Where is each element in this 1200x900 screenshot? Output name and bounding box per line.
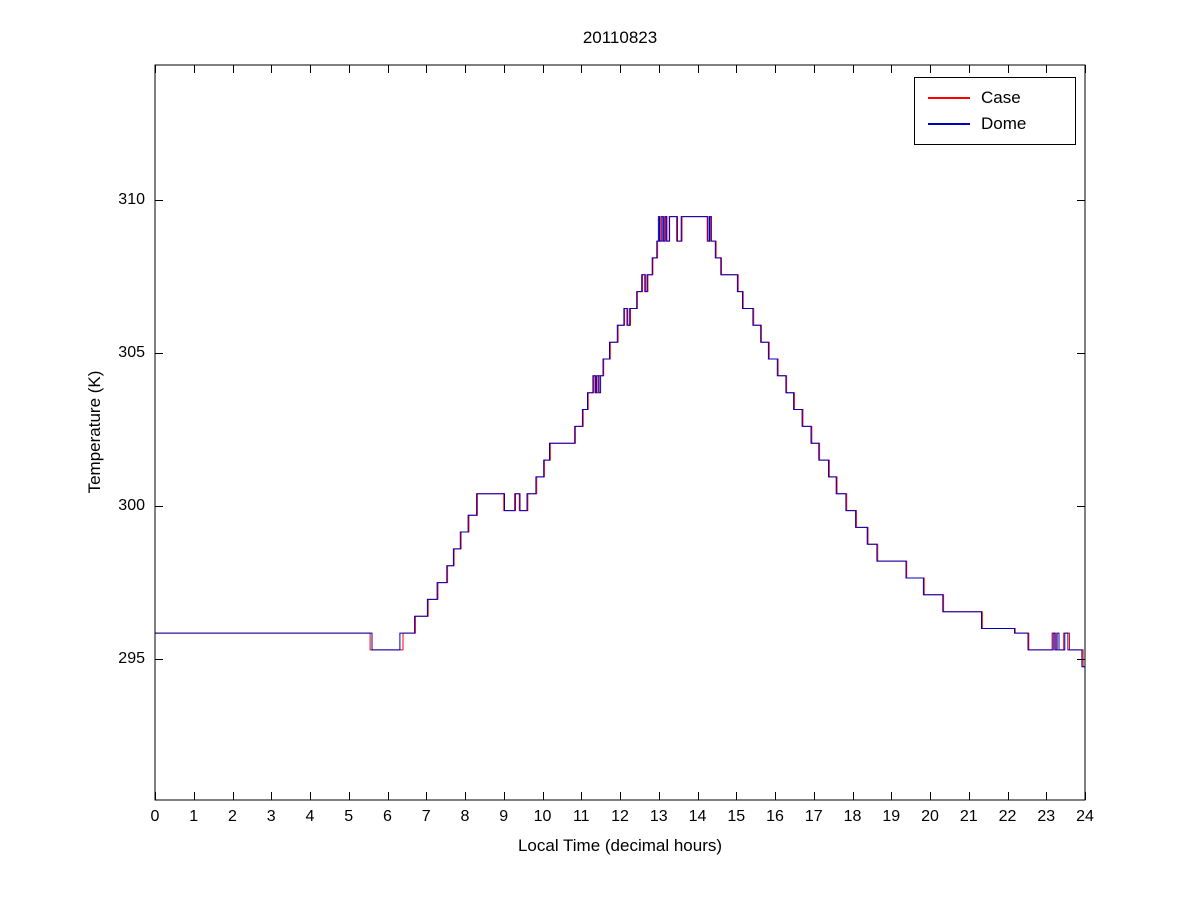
- chart-title: 20110823: [582, 28, 658, 47]
- x-tick-label: 6: [383, 808, 392, 825]
- legend-swatch: [928, 97, 970, 99]
- x-tick-label: 1: [189, 808, 199, 825]
- x-tick-label: 2: [228, 808, 237, 825]
- y-tick-label: 295: [118, 650, 145, 668]
- x-tick-label: 24: [1076, 808, 1094, 825]
- legend-entry-case: Case: [915, 85, 1075, 111]
- x-tick-label: 13: [649, 808, 668, 825]
- legend-label-case: Case: [981, 88, 1021, 107]
- legend-box: Case Dome: [914, 77, 1076, 145]
- legend-swatch: [928, 123, 970, 125]
- legend-label-dome: Dome: [981, 114, 1027, 133]
- x-tick-label: 16: [766, 808, 784, 825]
- y-axis-label: Temperature (K): [85, 370, 104, 494]
- x-tick-label: 11: [572, 808, 590, 825]
- legend-entry-dome: Dome: [915, 111, 1075, 137]
- x-tick-label: 20: [921, 808, 939, 825]
- x-tick-label: 4: [305, 808, 315, 825]
- x-tick-label: 17: [804, 808, 823, 825]
- y-tick-label: 310: [118, 190, 145, 208]
- y-tick-label: 305: [118, 343, 145, 361]
- x-tick-label: 23: [1037, 808, 1056, 825]
- x-tick-label: 9: [499, 808, 509, 825]
- x-tick-label: 19: [882, 808, 901, 825]
- x-tick-label: 22: [998, 808, 1017, 825]
- x-tick-label: 7: [421, 808, 431, 825]
- x-tick-label: 3: [266, 808, 276, 825]
- y-tick-label: 300: [118, 497, 145, 514]
- x-tick-label: 18: [843, 808, 862, 825]
- x-tick-label: 12: [611, 808, 629, 825]
- x-axis-label: Local Time (decimal hours): [517, 836, 723, 855]
- x-tick-label: 8: [460, 808, 470, 825]
- axes-box: [154, 64, 1086, 801]
- x-tick-label: 14: [688, 808, 707, 825]
- x-tick-label: 5: [344, 808, 354, 825]
- series-line-case: [155, 216, 1085, 668]
- series-line-dome: [155, 216, 1085, 668]
- x-tick-label: 0: [150, 808, 160, 825]
- x-tick-label: 10: [533, 808, 552, 825]
- x-tick-label: 21: [959, 808, 978, 825]
- x-tick-label: 15: [727, 808, 746, 825]
